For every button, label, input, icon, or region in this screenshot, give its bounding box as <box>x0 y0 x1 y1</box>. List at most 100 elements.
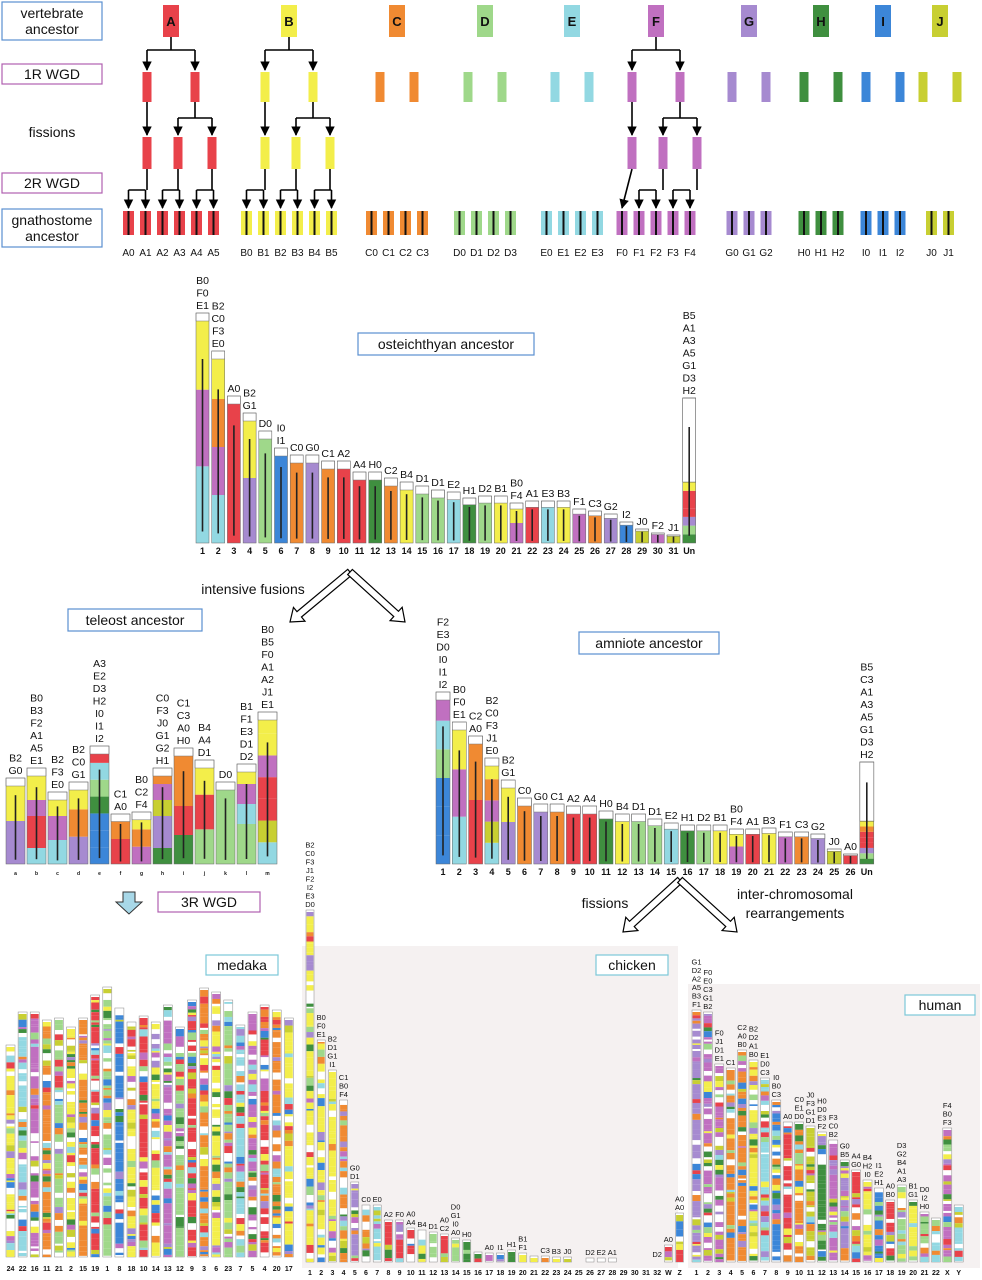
chicken-chrom-1-label-J1: J1 <box>306 866 314 875</box>
medaka-chrom-10-band <box>139 1114 148 1120</box>
medaka-chrom-16-band <box>30 1127 39 1134</box>
chicken-chrom-3-band <box>328 1207 336 1212</box>
chicken-chrom-2-band <box>317 1200 325 1202</box>
human-chrom-10-band <box>795 1220 804 1224</box>
chrom-10-label-A2: A2 <box>337 448 350 460</box>
human-chrom-7-band <box>760 1222 769 1228</box>
chrom-h-number: h <box>161 871 164 877</box>
chrom-26-number: 26 <box>845 867 855 877</box>
chrom-6-outline <box>274 447 288 544</box>
medaka-chrom-8-band <box>115 1091 124 1098</box>
medaka-chrom-13-band <box>163 1074 172 1079</box>
chicken-chrom-8-band <box>384 1244 392 1250</box>
medaka-chrom-15-band <box>79 1233 88 1241</box>
medaka-chrom-6-band <box>212 1236 221 1239</box>
medaka-chrom-7-band <box>236 1252 245 1257</box>
medaka-chrom-21-band <box>54 1024 63 1031</box>
chrom-4-label-B2: B2 <box>485 695 498 707</box>
human-chrom-4-band <box>726 1219 735 1226</box>
medaka-chrom-7-band <box>236 1131 245 1139</box>
chicken-chrom-8-number: 8 <box>386 1270 390 1277</box>
medaka-chrom-5-band <box>248 1030 257 1035</box>
medaka-chrom-20-band <box>272 1144 281 1152</box>
chicken-chrom-1-band <box>306 1186 314 1196</box>
human-chrom-12-band <box>817 1206 826 1213</box>
medaka-chrom-4-band <box>260 1037 269 1040</box>
human-chrom-6-band <box>749 1136 758 1140</box>
human-chrom-8-band <box>772 1144 781 1148</box>
human-chrom-18-band <box>886 1255 895 1261</box>
medaka-chrom-19-band <box>91 1102 100 1106</box>
medaka-chrom-13-band <box>163 1025 172 1033</box>
medaka-chrom-13-band <box>163 1131 172 1139</box>
medaka-chrom-24-band <box>6 1126 15 1129</box>
vertebrate-I-label: I <box>881 14 885 29</box>
medaka-chrom-5-band <box>248 1117 257 1122</box>
interchrom-label-2: rearrangements <box>746 905 845 921</box>
medaka-chrom-16-band <box>30 1226 39 1233</box>
human-chrom-19-label-B4: B4 <box>897 1158 906 1167</box>
human-chrom-7-band <box>760 1163 769 1167</box>
medaka-chrom-12-band <box>175 1183 184 1188</box>
human-chrom-X-band <box>943 1212 952 1217</box>
medaka-chrom-4-band <box>260 1164 269 1172</box>
medaka-chrom-22-band <box>18 1075 27 1080</box>
human-chrom-6-band <box>749 1157 758 1160</box>
medaka-chrom-22-number: 22 <box>19 1266 27 1273</box>
human-chrom-7-band <box>760 1216 769 1223</box>
chicken-chrom-11-number: 11 <box>418 1270 426 1277</box>
medaka-chrom-22-band <box>18 1176 27 1181</box>
medaka-chrom-2-band <box>67 1155 75 1163</box>
medaka-chrom-19-band <box>91 1002 100 1010</box>
medaka-chrom-24-band <box>6 1128 15 1134</box>
medaka-chrom-6-band <box>212 1245 221 1248</box>
medaka-chrom-10-band <box>139 1025 148 1028</box>
gnathostome-J1-centromere <box>947 211 950 235</box>
chicken-box <box>595 954 669 976</box>
fission-B-2 <box>325 137 335 169</box>
medaka-chrom-10-band <box>139 1043 148 1050</box>
chicken-chrom-8-label-A2: A2 <box>384 1210 393 1219</box>
human-chrom-Y-band <box>954 1207 963 1213</box>
medaka-chrom-11-band <box>42 1199 51 1207</box>
chicken-chrom-1-band <box>306 1233 314 1238</box>
medaka-chrom-10-band <box>139 1180 148 1187</box>
medaka-chrom-12-band <box>175 1161 184 1166</box>
human-chrom-14-band <box>840 1216 849 1222</box>
chicken-chrom-24-number: 24 <box>564 1270 572 1277</box>
human-chrom-3-band <box>715 1155 724 1160</box>
medaka-chrom-4-band <box>260 1149 269 1155</box>
medaka-chrom-5-band <box>248 1242 257 1245</box>
chicken-chrom-2-band <box>317 1098 325 1107</box>
medaka-chrom-6-band <box>212 1031 221 1036</box>
chrom-1-cap <box>195 312 210 322</box>
medaka-chrom-19-band <box>91 1031 100 1037</box>
human-chrom-X-label-F4: F4 <box>943 1101 952 1110</box>
medaka-chrom-9-band <box>188 1021 196 1029</box>
human-chrom-8-band <box>772 1169 781 1173</box>
chrom-29-outline <box>635 528 649 544</box>
human-chrom-11-band <box>806 1161 815 1165</box>
chicken-chrom-4-band <box>340 1220 348 1227</box>
human-chrom-4-band <box>726 1232 735 1238</box>
medaka-chrom-4-band <box>260 1050 269 1056</box>
medaka-chrom-4-band <box>260 1016 269 1020</box>
human-chrom-14-band <box>840 1226 849 1229</box>
human-chrom-8-band <box>772 1158 781 1165</box>
medaka-chrom-16-band <box>30 1115 39 1121</box>
human-chrom-5-band <box>738 1192 747 1198</box>
wgd1-H-right <box>833 72 843 102</box>
human-chrom-17-band <box>874 1227 883 1230</box>
chrom-2-outline <box>211 350 225 544</box>
medaka-chrom-13-band <box>163 1087 172 1091</box>
medaka-chrom-23-band <box>224 1069 233 1074</box>
medaka-chrom-23-band <box>224 1056 233 1064</box>
medaka-chrom-14-band <box>151 1187 160 1191</box>
medaka-chrom-11-band <box>42 1033 51 1039</box>
human-chrom-17-band <box>874 1205 883 1211</box>
chrom-29-cap <box>635 528 649 532</box>
medaka-chrom-15-band <box>79 1246 88 1252</box>
chicken-chrom-1-band <box>306 1178 314 1187</box>
chrom-23-outline <box>794 831 809 865</box>
human-chrom-13-band <box>829 1231 838 1238</box>
